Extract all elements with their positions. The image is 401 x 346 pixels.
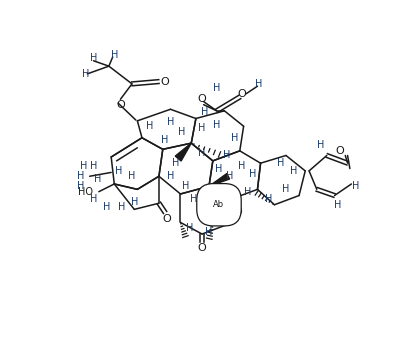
Text: H: H (239, 161, 246, 171)
Text: H: H (317, 140, 324, 151)
Text: O: O (161, 76, 170, 86)
Text: O: O (198, 243, 207, 253)
Text: H: H (215, 164, 223, 174)
Text: H: H (131, 197, 138, 207)
Text: H: H (90, 194, 97, 204)
Text: H: H (282, 184, 290, 194)
Text: HO: HO (78, 187, 93, 197)
Text: H: H (182, 181, 190, 191)
Polygon shape (209, 186, 221, 212)
Text: H: H (201, 107, 209, 117)
Text: H: H (223, 151, 231, 161)
Polygon shape (198, 199, 209, 217)
Text: O: O (233, 208, 242, 217)
Text: H: H (77, 171, 84, 181)
Text: H: H (90, 54, 97, 63)
Text: H: H (265, 194, 272, 204)
Polygon shape (209, 199, 239, 221)
Text: H: H (80, 161, 87, 171)
Text: H: H (334, 200, 341, 210)
Text: H: H (77, 181, 84, 191)
Text: H: H (111, 51, 118, 61)
Text: H: H (118, 202, 126, 212)
Text: H: H (82, 69, 89, 79)
Text: H: H (352, 181, 359, 191)
Text: H: H (103, 202, 110, 212)
Text: H: H (205, 227, 213, 237)
Text: H: H (128, 171, 136, 181)
Text: Ab: Ab (213, 200, 225, 209)
Text: H: H (215, 204, 223, 215)
Text: H: H (190, 194, 197, 204)
Text: O: O (336, 146, 344, 156)
Text: H: H (213, 83, 221, 93)
Text: H: H (167, 171, 174, 181)
Text: H: H (172, 158, 180, 168)
Polygon shape (175, 143, 191, 161)
Text: H: H (94, 174, 101, 184)
Text: H: H (213, 120, 221, 130)
Text: H: H (277, 158, 284, 168)
Text: H: H (186, 223, 193, 233)
Text: H: H (90, 161, 97, 171)
Text: H: H (198, 148, 205, 158)
Text: H: H (167, 117, 174, 127)
Text: H: H (232, 194, 240, 204)
Text: H: H (249, 169, 257, 179)
Text: H: H (115, 166, 123, 176)
Text: H: H (231, 133, 238, 143)
Text: H: H (255, 79, 263, 89)
Text: H: H (178, 127, 186, 137)
Text: H: H (146, 121, 153, 131)
Polygon shape (209, 174, 230, 186)
Text: H: H (290, 166, 298, 176)
Text: O: O (238, 89, 247, 99)
Text: H: H (161, 135, 169, 145)
Text: H: H (226, 171, 233, 181)
Text: H: H (244, 187, 251, 197)
Text: O: O (197, 94, 206, 104)
Text: H: H (198, 123, 205, 133)
Text: O: O (116, 100, 125, 110)
Text: O: O (162, 213, 171, 224)
